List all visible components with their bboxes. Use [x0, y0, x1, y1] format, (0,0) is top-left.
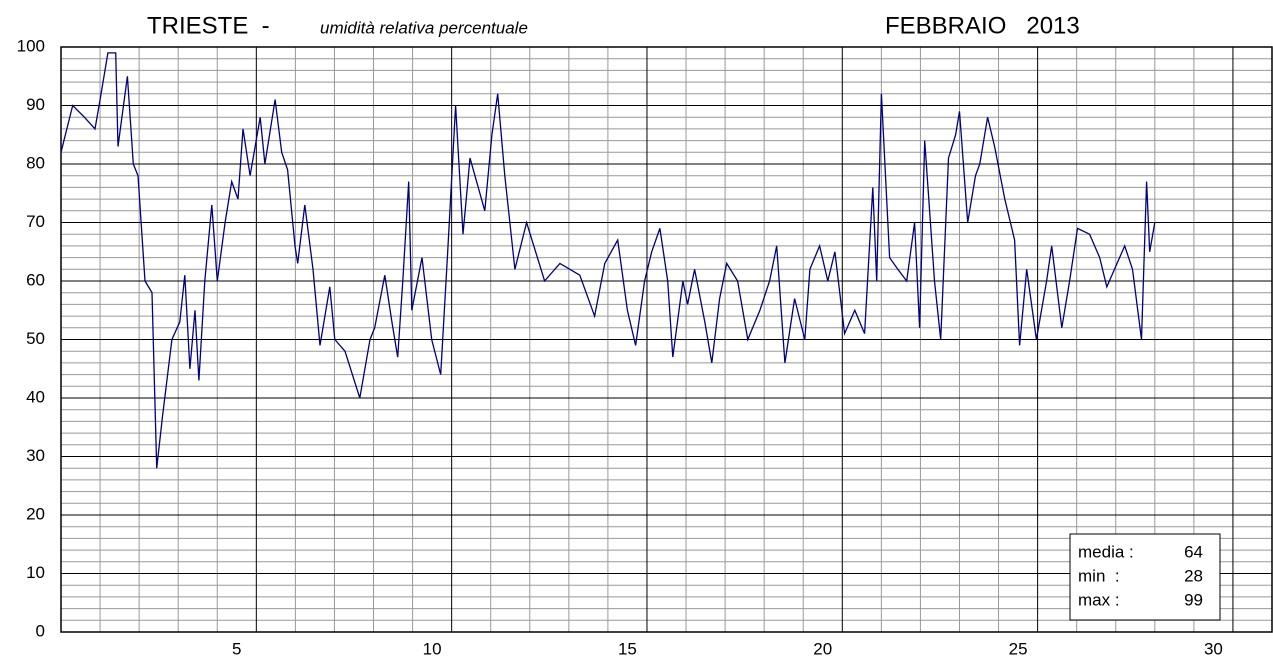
- y-tick-label: 70: [26, 212, 45, 231]
- y-tick-label: 90: [26, 95, 45, 114]
- chart-subtitle: umidità relativa percentuale: [320, 18, 528, 37]
- stats-value: 64: [1184, 542, 1203, 561]
- y-tick-label: 80: [26, 153, 45, 172]
- x-tick-label: 10: [423, 639, 442, 658]
- y-tick-label: 100: [17, 36, 45, 55]
- y-tick-label: 20: [26, 504, 45, 523]
- x-tick-label: 25: [1009, 639, 1028, 658]
- chart-period: FEBBRAIO 2013: [885, 12, 1080, 39]
- chart-title: TRIESTE -: [147, 12, 270, 39]
- stats-label: min :: [1078, 566, 1120, 585]
- x-tick-label: 20: [813, 639, 832, 658]
- plot-frame: [60, 46, 1273, 633]
- y-tick-label: 30: [26, 446, 45, 465]
- y-tick-label: 40: [26, 387, 45, 406]
- stats-label: media :: [1078, 542, 1134, 561]
- stats-label: max :: [1078, 590, 1120, 609]
- humidity-line: [60, 52, 1156, 469]
- y-tick-label: 60: [26, 270, 45, 289]
- x-tick-label: 5: [232, 639, 241, 658]
- stats-box: [1069, 533, 1221, 621]
- y-tick-label: 10: [26, 563, 45, 582]
- x-tick-label: 15: [618, 639, 637, 658]
- stats-value: 28: [1184, 566, 1203, 585]
- y-tick-label: 0: [36, 621, 45, 640]
- y-tick-label: 50: [26, 329, 45, 348]
- stats-value: 99: [1184, 590, 1203, 609]
- x-tick-label: 30: [1204, 639, 1223, 658]
